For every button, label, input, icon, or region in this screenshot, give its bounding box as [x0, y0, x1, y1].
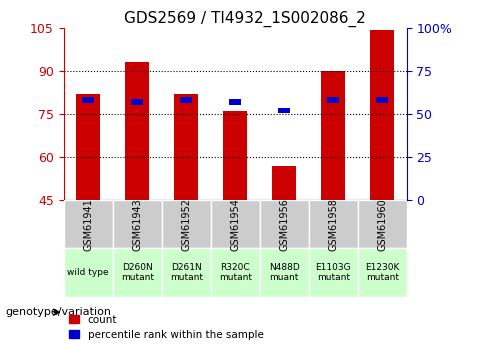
Bar	[376, 97, 388, 103]
Text: GDS2569 / TI4932_1S002086_2: GDS2569 / TI4932_1S002086_2	[124, 10, 366, 27]
FancyBboxPatch shape	[358, 200, 407, 248]
FancyBboxPatch shape	[113, 200, 162, 248]
Bar	[370, 30, 394, 200]
Text: D261N
mutant: D261N mutant	[170, 263, 203, 282]
FancyBboxPatch shape	[162, 200, 211, 248]
FancyBboxPatch shape	[260, 200, 309, 248]
FancyBboxPatch shape	[211, 248, 260, 297]
Text: GSM61954: GSM61954	[230, 198, 240, 251]
Bar	[76, 94, 100, 200]
FancyBboxPatch shape	[309, 248, 358, 297]
FancyBboxPatch shape	[260, 248, 309, 297]
Bar	[278, 108, 290, 113]
Bar	[82, 97, 94, 103]
FancyBboxPatch shape	[64, 248, 113, 297]
Bar	[180, 97, 193, 103]
FancyBboxPatch shape	[309, 200, 358, 248]
Text: N488D
muant: N488D muant	[269, 263, 299, 282]
FancyBboxPatch shape	[358, 248, 407, 297]
Text: genotype/variation: genotype/variation	[5, 307, 111, 317]
Text: GSM61956: GSM61956	[279, 198, 289, 251]
Bar	[272, 166, 296, 200]
Legend: count, percentile rank within the sample: count, percentile rank within the sample	[69, 315, 264, 340]
FancyBboxPatch shape	[162, 248, 211, 297]
Bar	[229, 99, 242, 105]
FancyBboxPatch shape	[64, 200, 113, 248]
FancyBboxPatch shape	[113, 248, 162, 297]
Text: D260N
mutant: D260N mutant	[121, 263, 154, 282]
Text: GSM61952: GSM61952	[181, 198, 191, 251]
FancyBboxPatch shape	[211, 200, 260, 248]
Text: GSM61943: GSM61943	[132, 198, 142, 250]
Bar	[321, 71, 345, 200]
Text: GSM61958: GSM61958	[328, 198, 338, 251]
Text: wild type: wild type	[68, 268, 109, 277]
Text: E1230K
mutant: E1230K mutant	[365, 263, 399, 282]
Bar	[125, 62, 149, 200]
Text: GSM61941: GSM61941	[83, 198, 93, 250]
Bar	[223, 111, 247, 200]
Bar	[174, 94, 198, 200]
Text: GSM61960: GSM61960	[377, 198, 387, 250]
Text: E1103G
mutant: E1103G mutant	[316, 263, 351, 282]
Bar	[131, 99, 144, 105]
Text: R320C
mutant: R320C mutant	[219, 263, 252, 282]
Bar	[327, 97, 339, 103]
